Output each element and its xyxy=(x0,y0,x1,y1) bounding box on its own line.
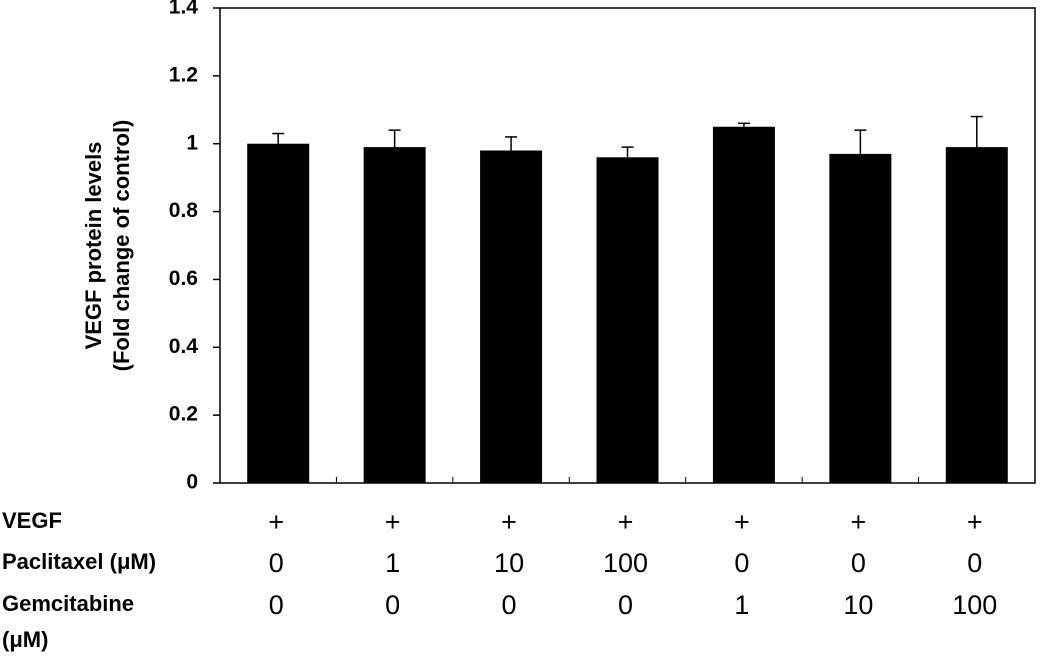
bar xyxy=(596,157,659,484)
condition-cell: 0 xyxy=(851,548,866,578)
condition-cell: 0 xyxy=(734,548,749,578)
condition-cell: 0 xyxy=(269,548,284,578)
condition-cell: + xyxy=(501,507,517,537)
y-tick-label: 0 xyxy=(186,471,198,494)
y-tick-label: 1.2 xyxy=(169,63,198,86)
bar xyxy=(712,126,775,483)
row-label: Gemcitabine xyxy=(2,591,134,616)
y-tick-label: 0.2 xyxy=(169,403,198,426)
row-label: Paclitaxel (μM) xyxy=(2,549,156,574)
condition-cell: 0 xyxy=(269,590,284,620)
condition-cell: 100 xyxy=(603,548,648,578)
bar xyxy=(363,147,426,483)
row-label: VEGF xyxy=(2,508,62,533)
condition-cell: 0 xyxy=(385,590,400,620)
bar xyxy=(945,147,1008,483)
y-axis-label: VEGF protein levels xyxy=(81,142,106,350)
condition-cell: 1 xyxy=(734,590,749,620)
condition-cell: 10 xyxy=(843,590,873,620)
condition-cell: + xyxy=(967,507,983,537)
condition-cell: + xyxy=(385,507,401,537)
y-tick-label: 1.4 xyxy=(169,0,199,19)
condition-cell: 0 xyxy=(967,548,982,578)
condition-cell: 0 xyxy=(618,590,633,620)
y-tick-label: 0.8 xyxy=(169,199,199,222)
condition-cell: 1 xyxy=(385,548,400,578)
condition-cell: 0 xyxy=(502,590,517,620)
condition-cell: + xyxy=(734,507,750,537)
condition-cell: + xyxy=(268,507,284,537)
y-tick-label: 0.4 xyxy=(169,335,199,358)
row-label: (μM) xyxy=(2,627,48,652)
condition-cell: + xyxy=(850,507,866,537)
y-tick-label: 0.6 xyxy=(169,267,198,290)
bar xyxy=(829,153,892,483)
bar xyxy=(480,150,543,483)
condition-cell: 10 xyxy=(494,548,524,578)
bar xyxy=(247,143,310,483)
condition-cell: + xyxy=(618,507,634,537)
y-axis-label: (Fold change of control) xyxy=(109,120,134,372)
y-tick-label: 1 xyxy=(186,131,198,154)
condition-cell: 100 xyxy=(952,590,997,620)
